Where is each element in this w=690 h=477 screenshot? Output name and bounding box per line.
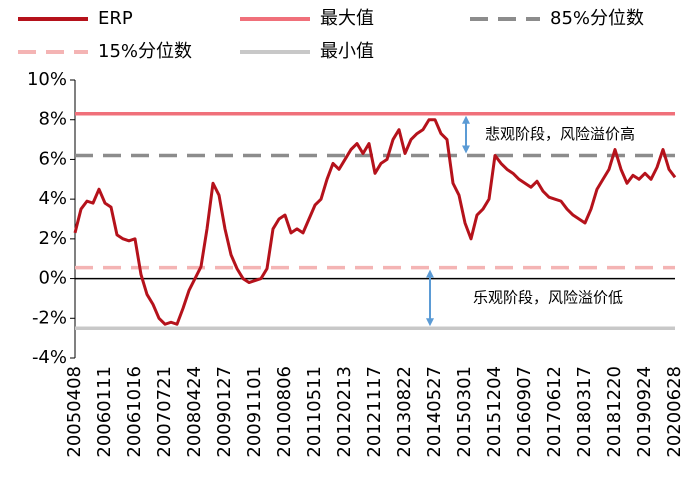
y-tick-label: -2% <box>32 307 67 328</box>
x-tick-label: 20181220 <box>604 366 625 458</box>
x-tick-label: 20150301 <box>454 366 475 458</box>
x-tick-label: 20190924 <box>634 366 655 458</box>
x-tick-label: 20200628 <box>664 366 685 458</box>
line-series <box>73 118 677 326</box>
legend-label: 最大值 <box>320 8 374 29</box>
x-tick-label: 20140527 <box>424 366 445 458</box>
x-tick-label: 20080424 <box>184 366 205 458</box>
legend-label: 15%分位数 <box>98 41 192 62</box>
x-tick-label: 20110511 <box>304 366 325 458</box>
y-tick-label: -4% <box>32 347 67 368</box>
x-tick-label: 20100806 <box>274 366 295 458</box>
x-tick-label: 20120213 <box>334 366 355 458</box>
legend-label: 最小值 <box>320 41 374 62</box>
x-tick-label: 20050408 <box>64 366 85 458</box>
x-tick-label: 20180317 <box>574 366 595 458</box>
y-tick-label: 10% <box>27 69 67 90</box>
x-tick-label: 20060111 <box>94 366 115 458</box>
annotation: 乐观阶段，风险溢价低 <box>473 288 623 306</box>
x-tick-label: 20151204 <box>484 366 505 458</box>
x-tick-label: 20170612 <box>544 366 565 458</box>
x-tick-label: 20061016 <box>124 366 145 458</box>
y-tick-label: 0% <box>38 268 67 289</box>
x-tick-label: 20070721 <box>154 366 175 458</box>
y-tick-label: 8% <box>38 109 67 130</box>
legend-label: ERP <box>98 8 133 29</box>
x-tick-label: 20090127 <box>214 366 235 458</box>
x-tick-label: 20160907 <box>514 366 535 458</box>
annotation: 悲观阶段，风险溢价高 <box>485 125 635 143</box>
y-tick-label: 2% <box>38 228 67 249</box>
x-tick-label: 20121117 <box>364 366 385 458</box>
x-tick-label: 20091101 <box>244 366 265 458</box>
y-tick-label: 4% <box>38 188 67 209</box>
legend-label: 85%分位数 <box>550 8 644 29</box>
x-tick-label: 20130822 <box>394 366 415 458</box>
y-tick-label: 6% <box>38 148 67 169</box>
